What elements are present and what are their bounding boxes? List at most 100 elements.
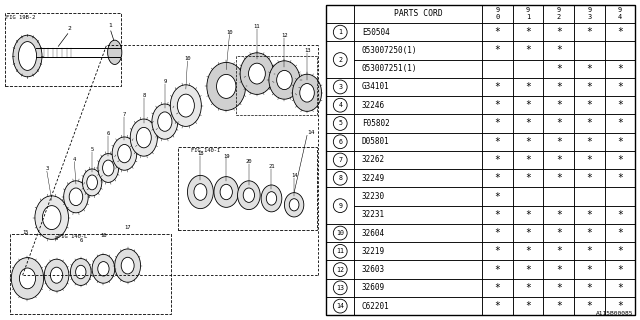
Bar	[543, 169, 574, 188]
Text: *: *	[495, 210, 500, 220]
Text: *: *	[495, 118, 500, 128]
Bar	[605, 297, 636, 315]
Text: *: *	[617, 137, 623, 147]
Text: *: *	[586, 283, 592, 293]
Text: 14: 14	[291, 173, 298, 178]
Bar	[605, 206, 636, 224]
Text: 4: 4	[73, 157, 76, 162]
Bar	[543, 297, 574, 315]
Text: E50504: E50504	[362, 28, 390, 37]
Bar	[354, 41, 483, 60]
Text: 13: 13	[304, 48, 310, 53]
Text: *: *	[495, 283, 500, 293]
Text: 4: 4	[338, 102, 342, 108]
Text: 10: 10	[336, 230, 344, 236]
Bar	[326, 78, 354, 96]
Text: *: *	[556, 155, 562, 165]
Text: 11: 11	[336, 248, 344, 254]
Ellipse shape	[276, 70, 292, 90]
Bar	[483, 5, 513, 23]
Bar	[543, 151, 574, 169]
Text: *: *	[586, 137, 592, 147]
Text: 32249: 32249	[362, 174, 385, 183]
Bar	[605, 169, 636, 188]
Text: *: *	[556, 173, 562, 183]
Text: FIG 19B-2: FIG 19B-2	[6, 15, 36, 20]
Text: *: *	[525, 228, 531, 238]
Bar	[574, 96, 605, 114]
Text: 12: 12	[281, 33, 287, 38]
Bar	[513, 5, 543, 23]
Bar	[605, 41, 636, 60]
Text: *: *	[556, 118, 562, 128]
Bar	[513, 242, 543, 260]
Text: 9: 9	[338, 203, 342, 209]
Bar	[574, 224, 605, 242]
Bar	[326, 96, 354, 114]
Ellipse shape	[12, 258, 44, 299]
Ellipse shape	[220, 184, 232, 200]
Text: 14: 14	[336, 303, 344, 309]
Circle shape	[333, 299, 347, 313]
Text: *: *	[586, 27, 592, 37]
Text: *: *	[617, 246, 623, 256]
Text: *: *	[525, 137, 531, 147]
Text: 9
4: 9 4	[618, 7, 622, 20]
Text: *: *	[525, 283, 531, 293]
Bar	[605, 260, 636, 279]
Text: *: *	[556, 265, 562, 275]
Bar	[326, 41, 354, 78]
Bar	[543, 41, 574, 60]
Ellipse shape	[269, 61, 300, 99]
Text: *: *	[586, 82, 592, 92]
Bar	[605, 114, 636, 132]
Text: *: *	[525, 265, 531, 275]
Text: *: *	[495, 155, 500, 165]
Circle shape	[333, 153, 347, 167]
Text: *: *	[586, 118, 592, 128]
Text: 3: 3	[338, 84, 342, 90]
Text: 32603: 32603	[362, 265, 385, 274]
Text: *: *	[586, 64, 592, 74]
Text: *: *	[586, 173, 592, 183]
Bar	[543, 242, 574, 260]
Text: *: *	[617, 301, 623, 311]
Bar	[483, 279, 513, 297]
Bar	[354, 206, 483, 224]
Ellipse shape	[237, 181, 260, 210]
Text: *: *	[617, 100, 623, 110]
Text: *: *	[525, 100, 531, 110]
Text: 8: 8	[338, 175, 342, 181]
Ellipse shape	[284, 193, 304, 217]
Bar	[574, 242, 605, 260]
Bar	[513, 41, 543, 60]
Ellipse shape	[248, 63, 266, 84]
Text: *: *	[495, 192, 500, 202]
Ellipse shape	[121, 257, 134, 274]
Text: 13: 13	[336, 285, 344, 291]
Bar	[513, 132, 543, 151]
Text: *: *	[525, 301, 531, 311]
Bar	[326, 169, 354, 188]
Text: *: *	[617, 228, 623, 238]
Text: 14: 14	[307, 131, 314, 135]
Text: 9: 9	[163, 78, 166, 84]
Text: 9
1: 9 1	[526, 7, 531, 20]
Text: 6: 6	[338, 139, 342, 145]
Text: 9
3: 9 3	[588, 7, 591, 20]
Text: 15: 15	[22, 230, 29, 235]
Ellipse shape	[131, 119, 157, 156]
Bar	[326, 279, 354, 297]
Bar	[605, 60, 636, 78]
Bar	[326, 224, 354, 242]
Text: 7: 7	[338, 157, 342, 163]
Text: 10: 10	[226, 29, 233, 35]
Bar	[483, 151, 513, 169]
Bar	[354, 78, 483, 96]
Ellipse shape	[194, 184, 207, 200]
Text: *: *	[617, 118, 623, 128]
Bar	[543, 96, 574, 114]
Ellipse shape	[261, 185, 282, 212]
Text: 8: 8	[55, 236, 58, 241]
Text: PARTS CORD: PARTS CORD	[394, 9, 443, 18]
